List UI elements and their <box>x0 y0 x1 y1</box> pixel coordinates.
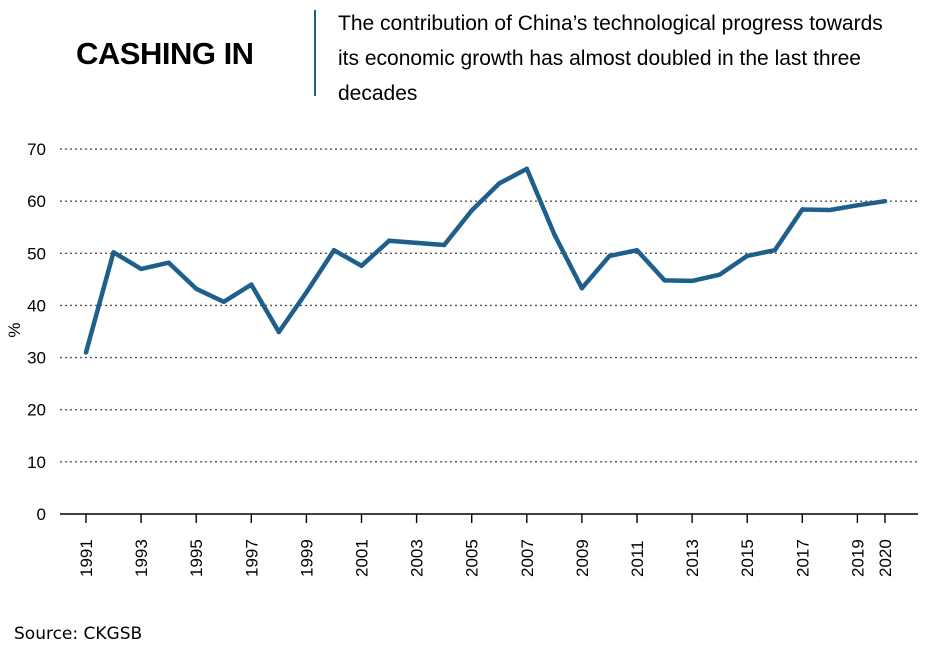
data-point <box>855 203 860 208</box>
data-point <box>882 198 888 204</box>
data-point <box>469 208 474 213</box>
x-tick-label: 1991 <box>77 539 96 577</box>
y-tick-label: 0 <box>37 505 46 524</box>
x-tick-label: 2017 <box>793 539 812 577</box>
x-tick-label: 2020 <box>876 539 895 577</box>
gridlines <box>60 148 918 463</box>
data-point <box>276 329 282 335</box>
chart-subtitle: The contribution of China’s technologica… <box>338 12 883 105</box>
data-point <box>221 299 226 304</box>
data-point <box>717 272 722 277</box>
source-note: Source: CKGSB <box>14 624 143 644</box>
data-point <box>331 247 337 253</box>
y-tick-label: 20 <box>27 401 46 420</box>
data-point <box>166 260 171 265</box>
data-point <box>662 278 667 283</box>
y-tick-label: 60 <box>27 192 46 211</box>
data-point <box>607 253 612 259</box>
x-tick-label: 2009 <box>573 539 592 577</box>
title-divider <box>314 10 316 96</box>
data-point <box>441 242 447 248</box>
y-tick-label: 30 <box>27 349 46 368</box>
data-point <box>772 247 777 253</box>
data-point <box>634 247 640 253</box>
x-tick-label: 1997 <box>242 539 261 577</box>
data-point <box>552 232 557 237</box>
data-point <box>304 290 309 295</box>
x-tick-label: 1995 <box>187 539 206 577</box>
data-point <box>497 181 502 186</box>
data-point <box>524 166 529 172</box>
data-point <box>386 238 392 243</box>
y-axis-label: % <box>5 322 24 337</box>
x-tick-label: 1999 <box>297 539 316 577</box>
data-point <box>800 207 805 212</box>
x-tick-label: 2013 <box>683 539 702 577</box>
data-point <box>745 253 750 259</box>
y-tick-label: 50 <box>27 244 46 263</box>
x-tick-label: 2019 <box>848 539 867 577</box>
data-point <box>249 282 254 287</box>
data-point <box>359 263 364 269</box>
data-point <box>138 266 144 272</box>
data-point <box>194 286 199 291</box>
y-tick-label: 40 <box>27 296 46 315</box>
line-chart: 0 10 20 30 40 50 60 70 1991 1993 1995 1997 1999 2001… <box>5 140 918 577</box>
x-tick-label: 2001 <box>353 539 372 577</box>
data-point <box>827 207 833 213</box>
y-tick-label: 70 <box>27 140 46 159</box>
data-point <box>83 350 89 355</box>
data-point <box>579 286 585 291</box>
x-tick-label: 1993 <box>132 539 151 577</box>
x-tick-label: 2003 <box>408 539 427 577</box>
x-axis: 1991 1993 1995 1997 1999 2001 2003 2005 2007 2009… <box>60 513 918 577</box>
series-line <box>83 166 888 355</box>
x-tick-label: 2011 <box>628 540 647 577</box>
data-point <box>414 240 419 246</box>
series <box>83 166 888 355</box>
chart-title: CASHING IN <box>76 36 254 71</box>
x-tick-label: 2005 <box>463 539 482 577</box>
y-tick-label: 10 <box>27 453 46 472</box>
data-point <box>111 250 116 255</box>
data-point <box>689 278 695 284</box>
y-axis: 0 10 20 30 40 50 60 70 <box>27 140 46 524</box>
x-tick-label: 2007 <box>518 539 537 577</box>
x-tick-label: 2015 <box>738 539 757 577</box>
